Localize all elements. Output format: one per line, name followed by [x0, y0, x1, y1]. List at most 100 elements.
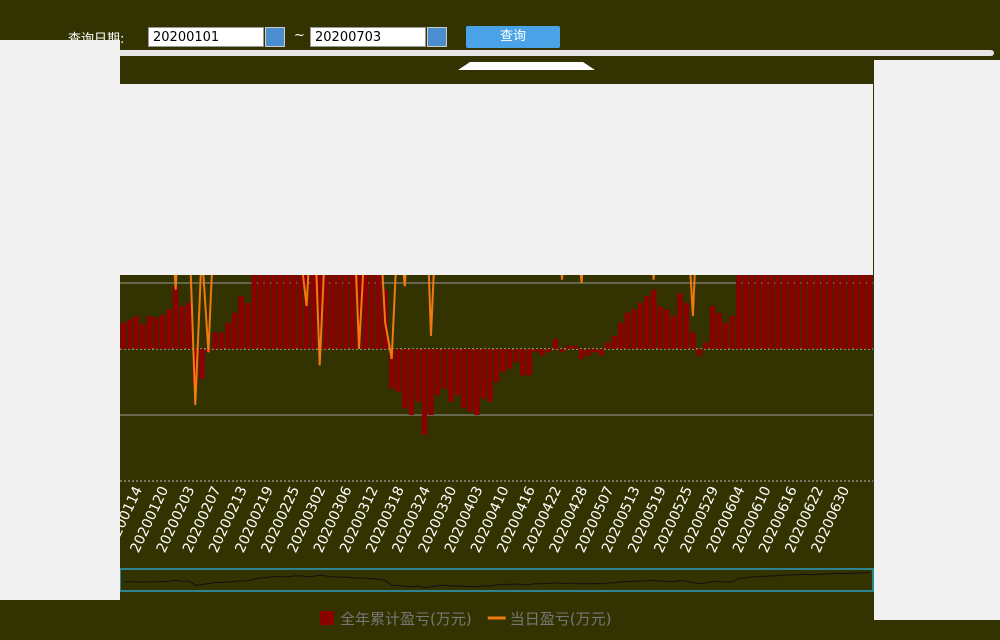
- bar: [723, 322, 729, 349]
- bar: [670, 316, 676, 349]
- bar: [336, 230, 343, 349]
- bar: [506, 349, 513, 369]
- bar: [572, 345, 578, 349]
- legend-label: 当日盈亏(万元): [510, 610, 612, 628]
- bar: [199, 349, 205, 379]
- bar: [290, 203, 297, 349]
- start-date-input[interactable]: 20200101: [148, 27, 264, 47]
- bar: [749, 223, 755, 349]
- bar: [592, 349, 598, 353]
- date-separator: ~: [294, 28, 305, 43]
- bar: [218, 332, 225, 349]
- bar: [166, 309, 172, 349]
- bar: [755, 217, 762, 349]
- bar: [258, 243, 264, 349]
- bar: [310, 210, 316, 349]
- bar: [520, 349, 526, 376]
- bar: [474, 349, 480, 415]
- query-button[interactable]: 查询: [466, 26, 560, 48]
- bar: [578, 349, 585, 359]
- bar: [709, 306, 716, 349]
- legend-label: 全年累计盈亏(万元): [340, 610, 472, 628]
- calendar-icon[interactable]: [427, 27, 447, 47]
- bar: [389, 349, 395, 389]
- bar: [349, 236, 356, 349]
- legend-swatch: [320, 611, 334, 625]
- bar: [231, 312, 238, 349]
- bar: [637, 302, 644, 349]
- bar: [559, 349, 565, 353]
- bar: [526, 349, 532, 376]
- bar: [657, 306, 663, 349]
- bar: [605, 342, 611, 349]
- bar: [277, 210, 284, 349]
- bar: [533, 349, 539, 353]
- bar: [179, 306, 185, 349]
- bar: [493, 349, 500, 382]
- bar: [402, 349, 408, 409]
- bar: [356, 243, 362, 349]
- bar: [631, 309, 637, 349]
- bar: [585, 349, 591, 356]
- bar: [716, 312, 722, 349]
- bar: [480, 349, 487, 399]
- bar: [742, 236, 748, 349]
- bar: [251, 263, 257, 349]
- bar: [447, 349, 454, 402]
- bar: [330, 217, 336, 349]
- bar: [421, 349, 428, 435]
- calendar-icon[interactable]: [265, 27, 285, 47]
- bar: [461, 349, 467, 409]
- bar: [552, 339, 559, 349]
- bar: [146, 316, 153, 349]
- bar: [677, 292, 683, 349]
- bar: [303, 217, 310, 349]
- bar: [546, 349, 552, 353]
- bar: [441, 349, 447, 389]
- bar: [428, 349, 434, 415]
- bar: [127, 319, 133, 349]
- scroll-bar[interactable]: [110, 50, 994, 56]
- bar: [408, 349, 415, 415]
- bar: [736, 250, 742, 349]
- bar: [513, 349, 519, 363]
- bar: [487, 349, 493, 402]
- bar: [434, 349, 441, 396]
- bar: [192, 349, 198, 386]
- bar: [362, 250, 369, 349]
- bar: [539, 349, 546, 356]
- bar: [140, 323, 146, 349]
- overlay-panel: [120, 84, 873, 275]
- bar: [696, 349, 703, 356]
- bar: [245, 302, 251, 349]
- bar: [212, 332, 218, 349]
- bar: [238, 296, 244, 349]
- bar: [768, 203, 775, 349]
- overlay-panel: [874, 60, 1000, 620]
- collapse-tab[interactable]: [458, 62, 595, 70]
- bar: [120, 322, 126, 349]
- end-date-input[interactable]: 20200703: [310, 27, 426, 47]
- bar: [271, 217, 277, 349]
- bar: [133, 316, 140, 349]
- bar: [225, 322, 231, 349]
- bar: [264, 230, 270, 349]
- bar: [172, 286, 179, 349]
- bar: [500, 349, 506, 373]
- navigator-line: [123, 571, 870, 589]
- bar: [683, 302, 690, 349]
- bar: [565, 345, 572, 349]
- bar: [690, 332, 696, 349]
- bar: [618, 322, 624, 349]
- bar: [650, 289, 657, 349]
- navigator[interactable]: [119, 568, 874, 592]
- bar: [284, 223, 290, 349]
- bar: [598, 349, 604, 356]
- bar: [343, 223, 349, 349]
- bar: [159, 314, 166, 349]
- overlay-panel: [0, 40, 120, 600]
- bar: [375, 269, 382, 349]
- bar: [762, 210, 768, 349]
- bar: [369, 256, 375, 349]
- bar: [644, 296, 650, 349]
